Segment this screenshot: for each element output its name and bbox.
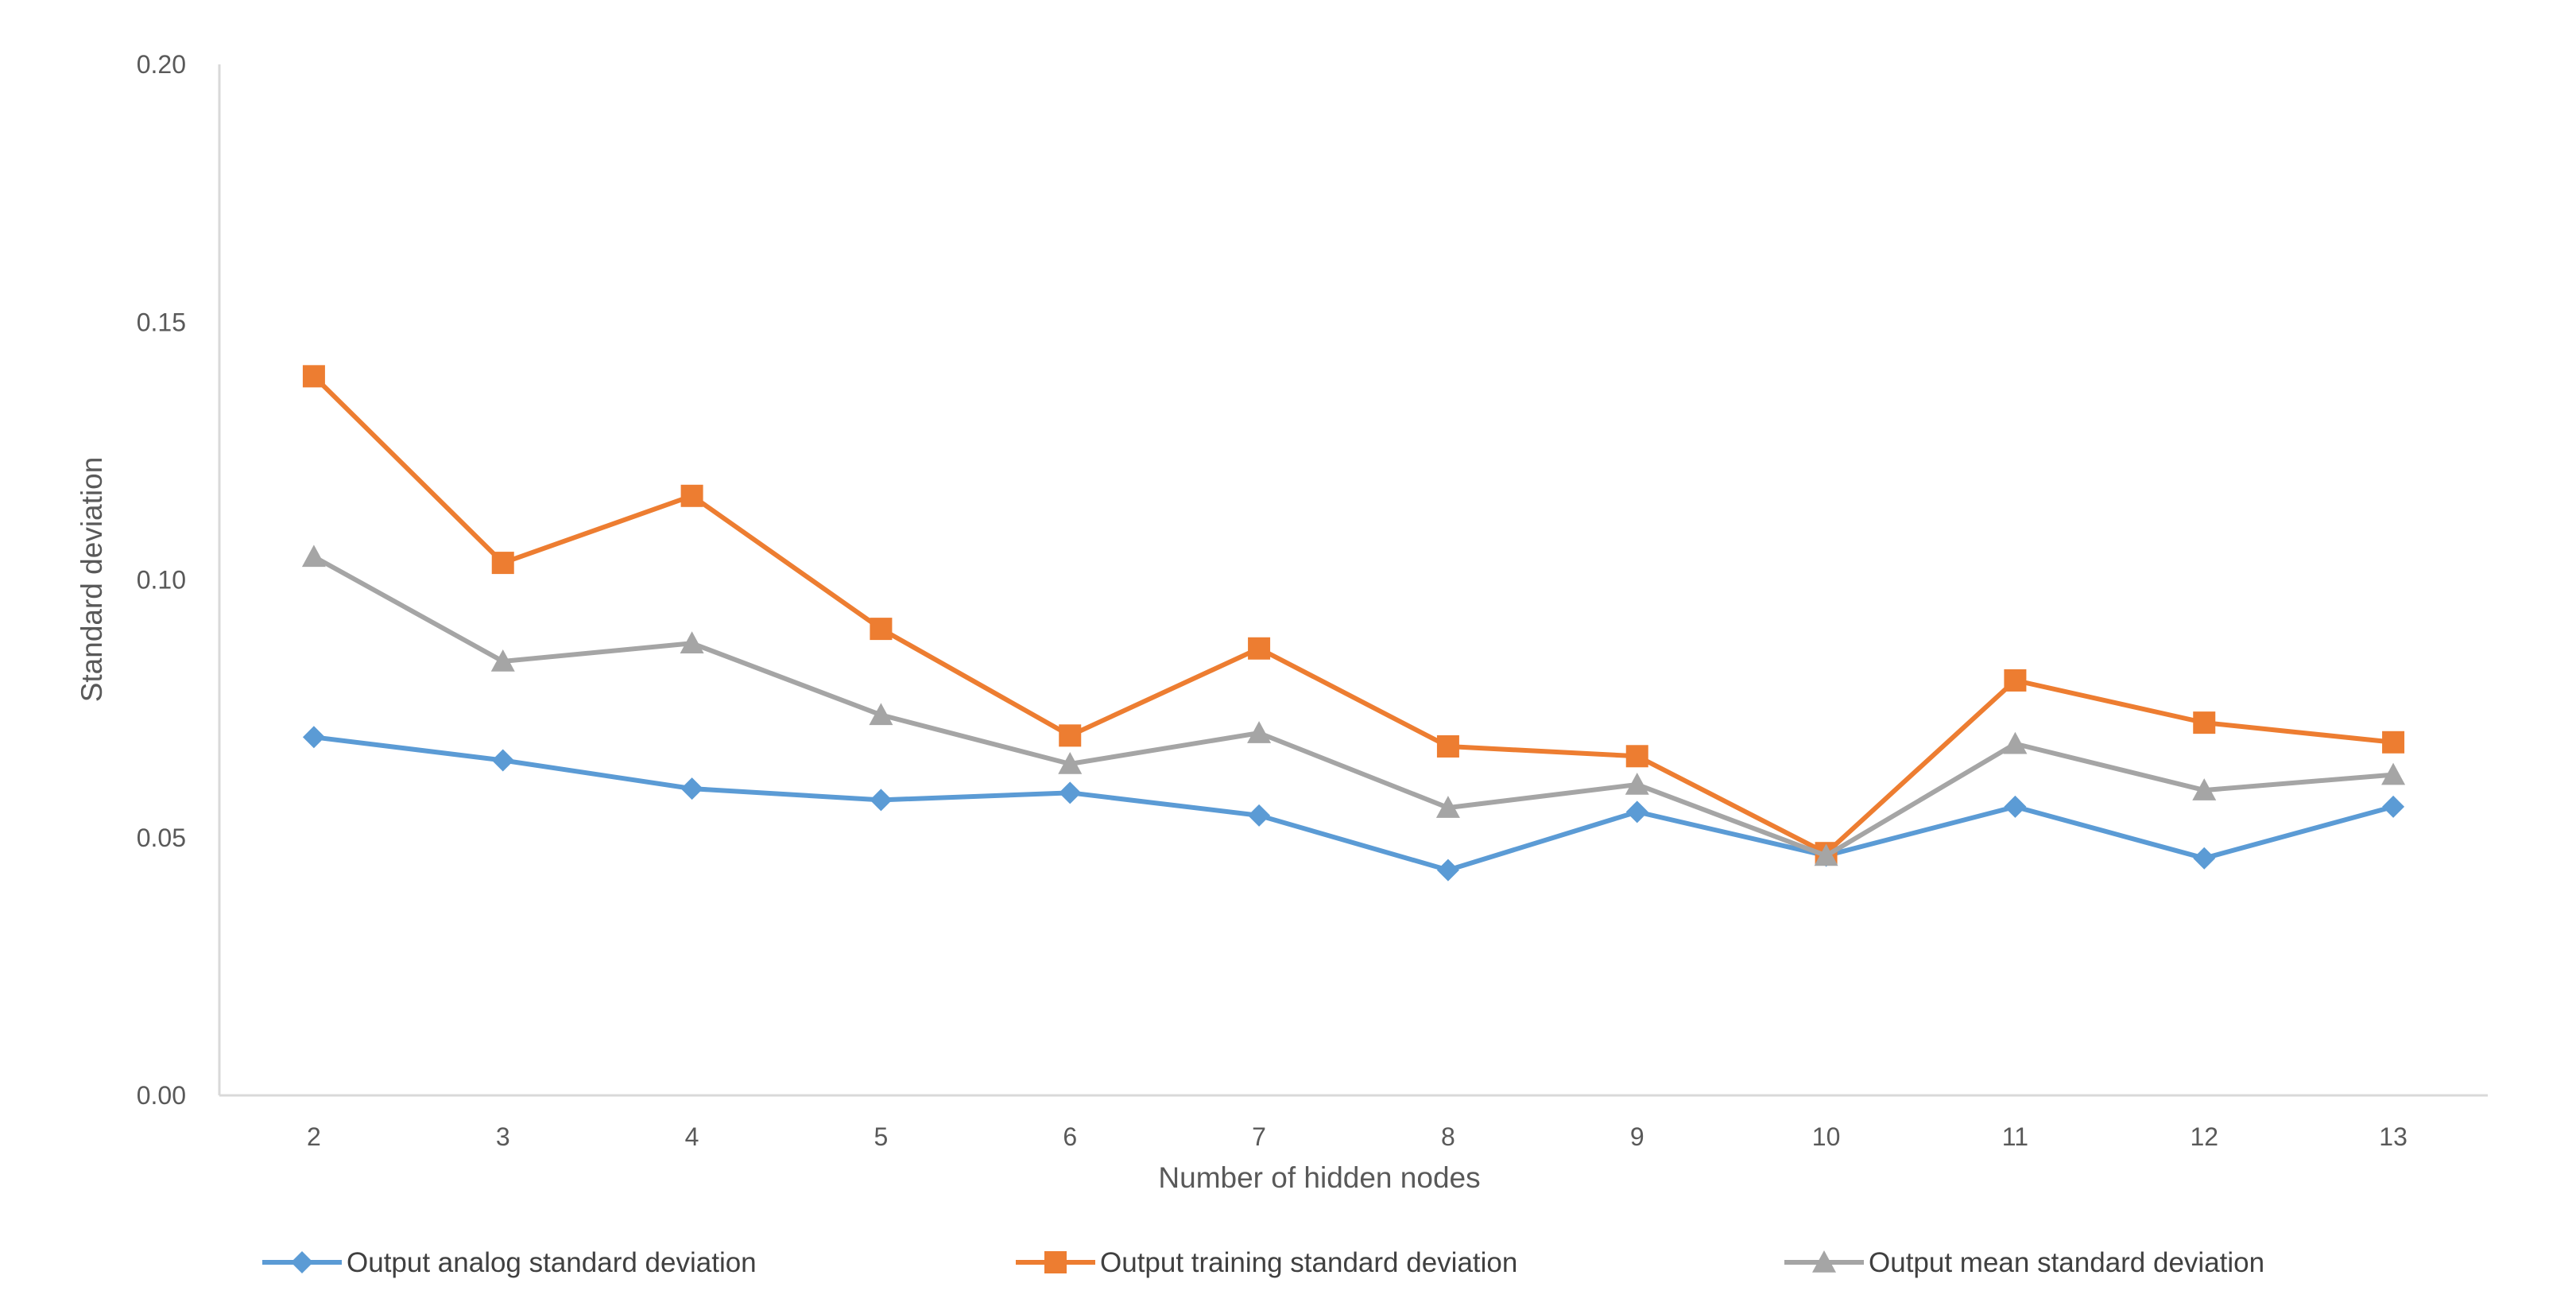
data-point-square [680, 484, 703, 507]
data-point-square [1625, 745, 1648, 768]
data-point-square [1436, 734, 1459, 758]
series-line [311, 734, 2396, 873]
series-line [311, 554, 2396, 858]
data-point-triangle [869, 703, 893, 726]
data-point-triangle [1247, 721, 1272, 743]
data-point-square [2004, 669, 2027, 692]
series-2 [302, 365, 2405, 865]
data-point-triangle [680, 631, 704, 654]
x-tick-label: 12 [2190, 1122, 2218, 1151]
legend-marker-square [1044, 1251, 1067, 1273]
y-tick-label: 0.00 [137, 1081, 186, 1110]
x-tick-label: 10 [1812, 1122, 1841, 1151]
legend: Output analog standard deviation Output t… [262, 1247, 2264, 1278]
data-point-square [1248, 637, 1271, 660]
legend-marker-triangle [1812, 1250, 1836, 1273]
x-axis-title: Number of hidden nodes [1158, 1161, 1480, 1194]
legend-item: Output mean standard deviation [1784, 1247, 2264, 1278]
series-layer [301, 365, 2406, 882]
legend-label: Output analog standard deviation [347, 1247, 757, 1278]
y-tick-label: 0.20 [137, 50, 186, 79]
data-point-square [2382, 731, 2405, 754]
x-tick-label: 7 [1252, 1122, 1266, 1151]
legend-marker-diamond [291, 1251, 313, 1273]
series-line [311, 374, 2396, 856]
data-point-square [2193, 711, 2216, 734]
data-point-diamond [302, 726, 325, 749]
data-point-square [302, 365, 325, 388]
data-point-square [870, 618, 893, 641]
data-point-diamond [1248, 804, 1271, 827]
data-point-triangle [2192, 778, 2217, 800]
x-tick-label: 11 [2002, 1122, 2028, 1151]
x-tick-label: 8 [1441, 1122, 1455, 1151]
data-point-diamond [870, 789, 893, 812]
x-tick-label: 3 [496, 1122, 510, 1151]
data-point-triangle [1058, 752, 1083, 774]
x-tick-label: 2 [307, 1122, 321, 1151]
y-axis-title: Standard deviation [76, 457, 108, 703]
legend-item: Output analog standard deviation [262, 1247, 757, 1278]
legend-label: Output mean standard deviation [1869, 1247, 2264, 1278]
data-point-diamond [1436, 858, 1459, 882]
data-point-diamond [1625, 800, 1648, 824]
x-tick-label: 6 [1063, 1122, 1077, 1151]
series-3 [301, 545, 2406, 866]
legend-item: Output training standard deviation [1016, 1247, 1517, 1278]
x-tick-labels: 2 3 4 5 6 7 8 9 10 11 12 13 [307, 1122, 2407, 1151]
data-point-triangle [2003, 731, 2028, 754]
data-point-square [491, 552, 514, 575]
data-point-diamond [2382, 795, 2405, 818]
data-point-triangle [301, 545, 326, 568]
data-point-diamond [2004, 795, 2027, 818]
axes [218, 64, 2488, 1097]
data-point-triangle [2381, 762, 2406, 785]
series-1 [302, 726, 2405, 882]
data-point-diamond [1059, 781, 1082, 804]
data-point-triangle [1814, 843, 1838, 866]
data-point-square [1059, 724, 1082, 747]
data-point-triangle [490, 649, 515, 672]
y-tick-labels: 0.00 0.05 0.10 0.15 0.20 [137, 50, 186, 1110]
x-tick-label: 4 [685, 1122, 699, 1151]
data-point-diamond [491, 749, 514, 772]
x-tick-label: 13 [2379, 1122, 2407, 1151]
y-tick-label: 0.05 [137, 824, 186, 852]
data-point-diamond [2193, 847, 2216, 870]
legend-label: Output training standard deviation [1100, 1247, 1517, 1278]
y-tick-label: 0.10 [137, 566, 186, 595]
x-tick-label: 9 [1630, 1122, 1644, 1151]
y-tick-label: 0.15 [137, 308, 186, 336]
x-tick-label: 5 [874, 1122, 889, 1151]
data-point-triangle [1625, 772, 1649, 795]
data-point-diamond [680, 777, 703, 800]
data-point-triangle [1435, 796, 1460, 818]
